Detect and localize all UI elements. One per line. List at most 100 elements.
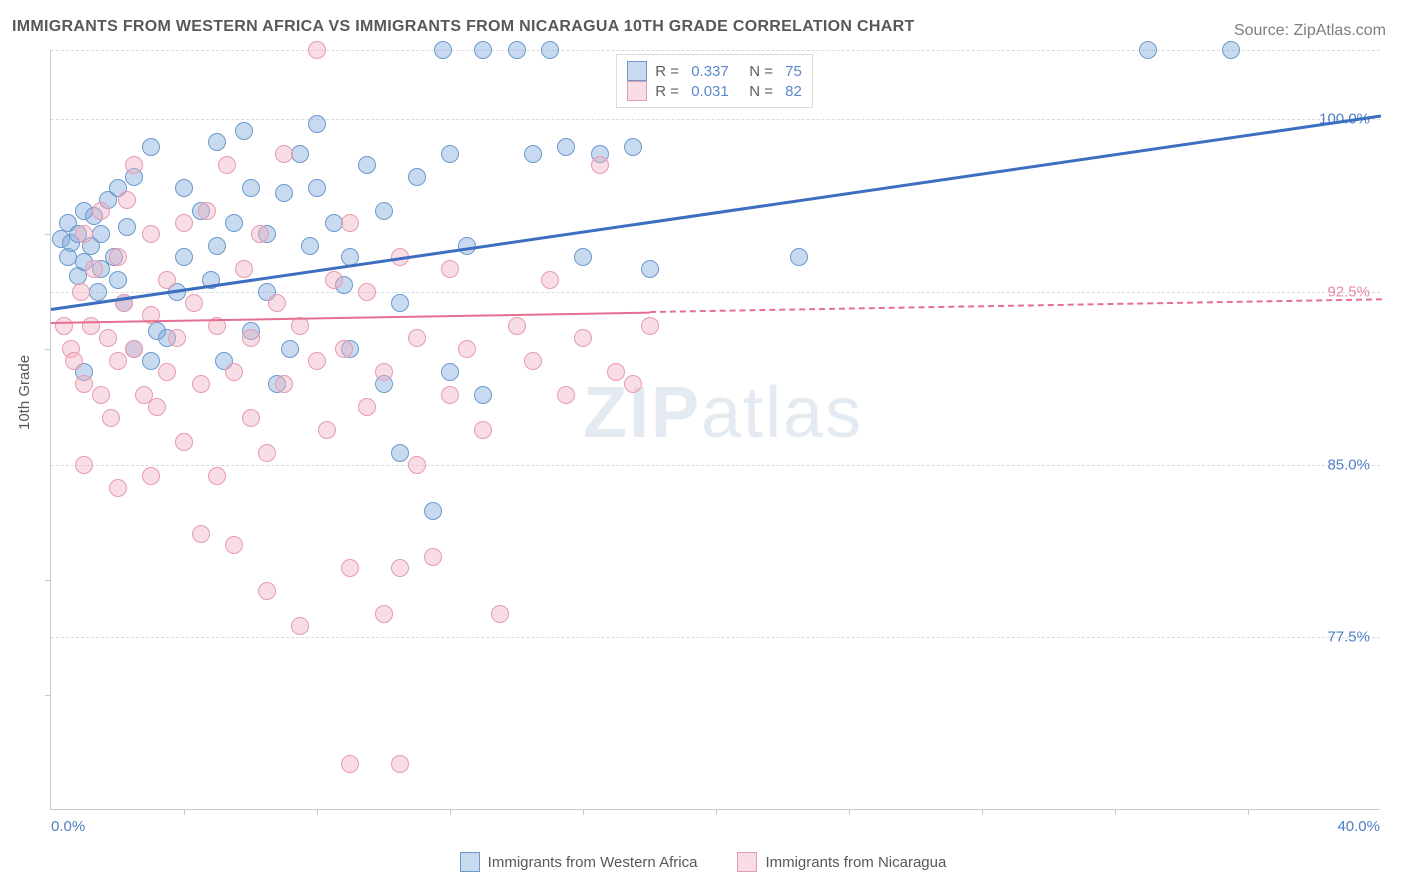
legend-r-label: R =	[655, 63, 683, 80]
data-point-nicaragua	[192, 525, 210, 543]
data-point-nicaragua	[75, 375, 93, 393]
swatch-nicaragua	[737, 852, 757, 872]
bottom-legend-item-nicaragua: Immigrants from Nicaragua	[737, 852, 946, 872]
data-point-nicaragua	[291, 317, 309, 335]
data-point-nicaragua	[335, 340, 353, 358]
swatch-nicaragua	[627, 81, 647, 101]
x-axis-tick	[450, 809, 451, 815]
data-point-wafrica	[441, 363, 459, 381]
data-point-nicaragua	[82, 317, 100, 335]
data-point-nicaragua	[198, 202, 216, 220]
data-point-nicaragua	[391, 559, 409, 577]
data-point-wafrica	[109, 271, 127, 289]
data-point-wafrica	[235, 122, 253, 140]
data-point-nicaragua	[99, 329, 117, 347]
data-point-wafrica	[275, 184, 293, 202]
data-point-nicaragua	[55, 317, 73, 335]
gridline	[51, 465, 1380, 466]
data-point-nicaragua	[391, 755, 409, 773]
gridline	[51, 637, 1380, 638]
data-point-wafrica	[325, 214, 343, 232]
data-point-nicaragua	[591, 156, 609, 174]
data-point-nicaragua	[118, 191, 136, 209]
data-point-nicaragua	[607, 363, 625, 381]
data-point-wafrica	[391, 444, 409, 462]
trend-line-wafrica	[51, 115, 1381, 311]
source-label: Source:	[1234, 22, 1294, 39]
data-point-nicaragua	[424, 548, 442, 566]
y-axis-title: 10th Grade	[16, 355, 33, 430]
x-axis-tick	[317, 809, 318, 815]
data-point-nicaragua	[148, 398, 166, 416]
data-point-nicaragua	[341, 214, 359, 232]
swatch-wafrica	[627, 61, 647, 81]
data-point-nicaragua	[341, 559, 359, 577]
data-point-nicaragua	[175, 214, 193, 232]
correlation-legend-row: R = 0.337 N = 75	[627, 61, 802, 81]
legend-n-value: 82	[785, 83, 802, 100]
data-point-nicaragua	[168, 329, 186, 347]
data-point-nicaragua	[258, 444, 276, 462]
swatch-wafrica	[460, 852, 480, 872]
source-value: ZipAtlas.com	[1294, 22, 1386, 39]
data-point-nicaragua	[557, 386, 575, 404]
data-point-wafrica	[391, 294, 409, 312]
data-point-nicaragua	[251, 225, 269, 243]
x-axis-tick	[849, 809, 850, 815]
data-point-nicaragua	[75, 225, 93, 243]
data-point-nicaragua	[624, 375, 642, 393]
data-point-wafrica	[358, 156, 376, 174]
data-point-wafrica	[308, 115, 326, 133]
data-point-nicaragua	[125, 340, 143, 358]
data-point-nicaragua	[325, 271, 343, 289]
data-point-nicaragua	[225, 363, 243, 381]
data-point-nicaragua	[524, 352, 542, 370]
y-axis-tick	[45, 234, 51, 235]
x-axis-tick-label: 40.0%	[1337, 818, 1380, 835]
trend-line-nicaragua	[51, 311, 650, 323]
data-point-wafrica	[441, 145, 459, 163]
data-point-nicaragua	[235, 260, 253, 278]
data-point-nicaragua	[441, 260, 459, 278]
x-axis-tick	[716, 809, 717, 815]
legend-r-value: 0.337	[691, 63, 729, 80]
data-point-wafrica	[291, 145, 309, 163]
data-point-nicaragua	[491, 605, 509, 623]
bottom-legend-label: Immigrants from Nicaragua	[765, 854, 946, 871]
data-point-wafrica	[208, 237, 226, 255]
data-point-wafrica	[118, 218, 136, 236]
data-point-nicaragua	[408, 456, 426, 474]
x-axis-tick	[1248, 809, 1249, 815]
y-axis-tick	[45, 580, 51, 581]
data-point-nicaragua	[508, 317, 526, 335]
legend-n-value: 75	[785, 63, 802, 80]
data-point-nicaragua	[375, 363, 393, 381]
data-point-nicaragua	[158, 271, 176, 289]
y-axis-tick	[45, 695, 51, 696]
data-point-nicaragua	[268, 294, 286, 312]
data-point-wafrica	[175, 179, 193, 197]
data-point-nicaragua	[358, 398, 376, 416]
data-point-nicaragua	[408, 329, 426, 347]
data-point-nicaragua	[258, 582, 276, 600]
source-attribution: Source: ZipAtlas.com	[1234, 22, 1386, 40]
data-point-nicaragua	[474, 421, 492, 439]
data-point-wafrica	[408, 168, 426, 186]
data-point-nicaragua	[175, 433, 193, 451]
data-point-nicaragua	[102, 409, 120, 427]
data-point-nicaragua	[109, 248, 127, 266]
data-point-nicaragua	[85, 260, 103, 278]
x-axis-tick	[184, 809, 185, 815]
data-point-wafrica	[225, 214, 243, 232]
data-point-nicaragua	[208, 467, 226, 485]
data-point-wafrica	[557, 138, 575, 156]
data-point-nicaragua	[308, 352, 326, 370]
data-point-wafrica	[89, 283, 107, 301]
data-point-wafrica	[790, 248, 808, 266]
y-axis-tick-label: 85.0%	[1327, 456, 1370, 473]
data-point-nicaragua	[242, 409, 260, 427]
data-point-nicaragua	[275, 145, 293, 163]
data-point-nicaragua	[109, 479, 127, 497]
data-point-nicaragua	[92, 202, 110, 220]
data-point-nicaragua	[158, 363, 176, 381]
